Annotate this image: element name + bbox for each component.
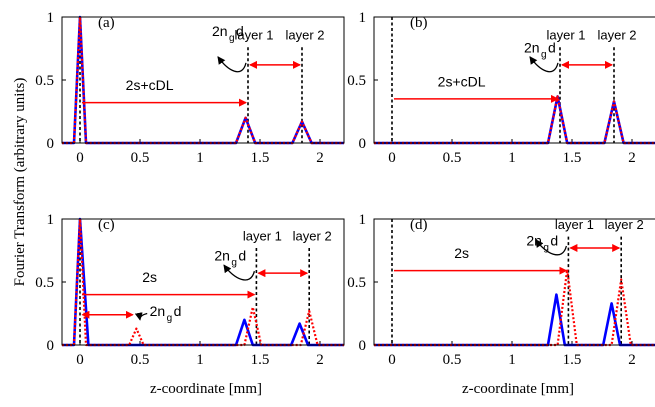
axes-box xyxy=(373,218,655,346)
panel-d: 0 0.5 1 0 0.5 1 1.5 2 (d) layer 1 layer 2 2s 2n g d xyxy=(347,212,655,368)
x-axis-label-right: z-coordinate [mm] xyxy=(462,381,574,397)
ngd-label: 2n xyxy=(214,248,230,264)
y-tick-label: 1 xyxy=(47,212,55,228)
y-tick-label: 1 xyxy=(359,212,367,228)
x-tick-label: 1 xyxy=(196,150,204,166)
panel-a: 0 0.5 1 0 0.5 1 1.5 2 (a) layer 1 layer 2 2s+cDL 2n g… xyxy=(35,10,345,166)
inner-pointer-arrow xyxy=(134,312,148,321)
y-tick-label: 0.5 xyxy=(347,275,366,291)
x-tick-label: 1 xyxy=(508,352,516,368)
series-line-red xyxy=(374,95,655,145)
x-tick-label: 0.5 xyxy=(131,150,150,166)
inner-ngd-subscript: g xyxy=(167,313,173,324)
y-tick-label: 1 xyxy=(47,10,55,26)
x-tick-label: 0 xyxy=(76,352,84,368)
y-axis-label: Fourier Transform (arbitrary units) xyxy=(12,78,28,287)
ngd-subscript: g xyxy=(541,49,547,60)
x-tick-label: 0 xyxy=(388,150,396,166)
y-tick-label: 0 xyxy=(47,338,55,354)
y-tick-label: 0.5 xyxy=(35,275,54,291)
ngd-label: 2n xyxy=(524,39,540,55)
ngd-subscript: g xyxy=(543,242,549,253)
curved-pointer-arrow xyxy=(535,239,568,256)
ngd-tail: d xyxy=(550,232,558,248)
y-tick-label: 0 xyxy=(359,338,367,354)
x-tick-label: 1.5 xyxy=(251,352,270,368)
panel-b: 0 0.5 1 0 0.5 1 1.5 2 (b) layer 1 layer 2 2s+cDL 2n g… xyxy=(347,10,655,166)
ngd-tail: d xyxy=(548,39,556,55)
panel-label: (b) xyxy=(410,15,428,31)
curved-pointer-arrow xyxy=(223,264,256,281)
curved-pointer-arrow xyxy=(217,56,247,73)
y-tick-label: 0.5 xyxy=(35,73,54,89)
series-line-blue xyxy=(374,293,655,347)
ngd-tail: d xyxy=(236,23,244,39)
series-line-blue xyxy=(374,95,655,145)
ngd-label: 2n xyxy=(212,23,228,39)
ngd-label: 2n xyxy=(526,232,542,248)
panel-label: (d) xyxy=(410,217,428,233)
curved-pointer-arrow xyxy=(529,56,559,73)
layer1-label: layer 1 xyxy=(243,228,282,243)
layer2-label: layer 2 xyxy=(605,217,644,232)
layer2-label: layer 2 xyxy=(293,228,332,243)
layer1-label: layer 1 xyxy=(546,28,585,43)
x-tick-label: 2 xyxy=(628,352,636,368)
y-tick-label: 1 xyxy=(359,10,367,26)
gap-label: 2s+cDL xyxy=(126,77,174,93)
x-tick-label: 1 xyxy=(196,352,204,368)
layer2-label: layer 2 xyxy=(285,28,324,43)
x-tick-label: 2 xyxy=(628,150,636,166)
x-tick-label: 0 xyxy=(388,352,396,368)
layer2-label: layer 2 xyxy=(597,28,636,43)
gap-label: 2s xyxy=(454,245,469,261)
x-tick-label: 0 xyxy=(76,150,84,166)
panel-label: (c) xyxy=(98,217,115,233)
x-tick-label: 1.5 xyxy=(563,150,582,166)
x-tick-label: 1 xyxy=(508,150,516,166)
axes-box xyxy=(61,16,345,144)
gap-label: 2s xyxy=(142,269,157,285)
x-axis-label-left: z-coordinate [mm] xyxy=(150,381,262,397)
x-tick-label: 2 xyxy=(316,150,324,166)
y-tick-label: 0 xyxy=(47,136,55,152)
x-tick-label: 1.5 xyxy=(563,352,582,368)
y-tick-label: 0.5 xyxy=(347,73,366,89)
y-tick-label: 0 xyxy=(359,136,367,152)
gap-label: 2s+cDL xyxy=(438,73,486,89)
x-tick-label: 0.5 xyxy=(131,352,150,368)
layer1-label: layer 1 xyxy=(555,217,594,232)
x-tick-label: 2 xyxy=(316,352,324,368)
x-tick-label: 0.5 xyxy=(443,352,462,368)
panel-label: (a) xyxy=(98,15,115,31)
inner-ngd-tail: d xyxy=(174,303,182,319)
ngd-subscript: g xyxy=(229,33,235,44)
inner-ngd-label: 2n xyxy=(150,303,166,319)
x-tick-label: 0.5 xyxy=(443,150,462,166)
ngd-tail: d xyxy=(238,248,246,264)
ngd-subscript: g xyxy=(231,258,237,269)
x-tick-label: 1.5 xyxy=(251,150,270,166)
axes-box xyxy=(61,218,345,346)
layer1-label: layer 1 xyxy=(234,28,273,43)
axes-box xyxy=(373,16,655,144)
series-line-red xyxy=(62,15,344,145)
